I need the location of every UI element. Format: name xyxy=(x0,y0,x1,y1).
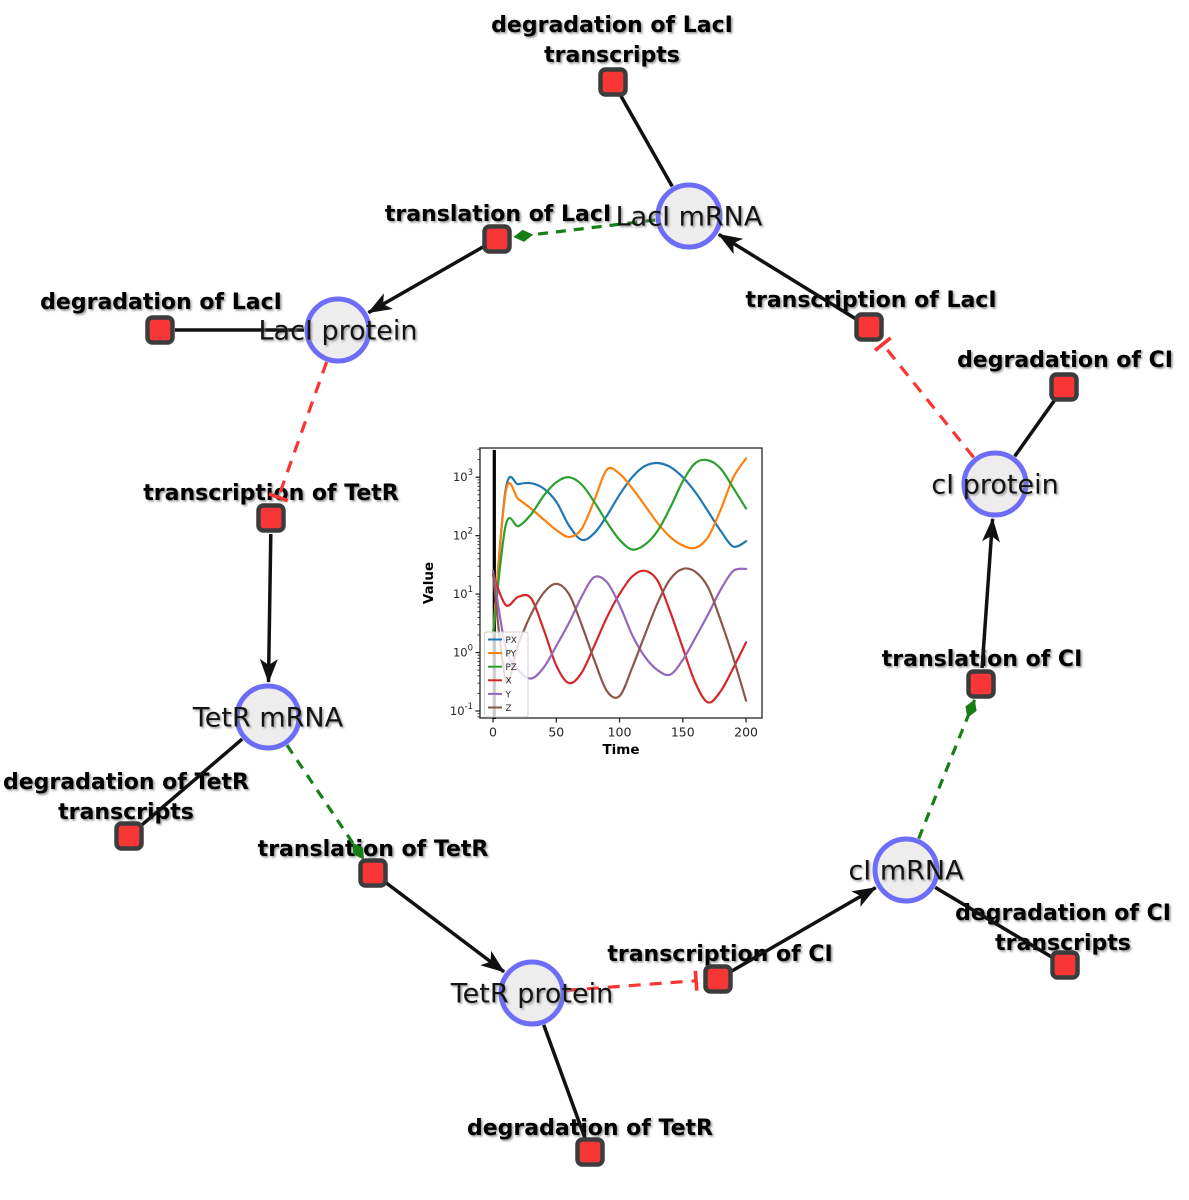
chart-curve-PZ xyxy=(491,458,748,637)
legend-label-PY: PY xyxy=(506,650,517,660)
reaction-label-transcription-tetr: transcription of TetR xyxy=(143,481,399,506)
edge-production-transcription-laci-laci-mrna xyxy=(717,232,857,321)
edge-consumption-laci-mrna-deg-laci-transcripts xyxy=(618,94,674,188)
time-series-inset-chart: 10-1 100 101 102 103 0 50 100 150 200 PX PY PZ XYZ Tim… xyxy=(421,447,763,758)
reaction-node-transcription-tetr xyxy=(256,503,286,533)
reaction-label-deg-ci-transcripts: degradation of CI xyxy=(955,901,1171,926)
edge-production-translation-laci-laci-protein xyxy=(367,245,484,315)
chart-y-tick-label: 101 xyxy=(453,585,473,601)
chart-x-tick-label: 200 xyxy=(734,725,758,740)
edge-inhibition-tetr-protein-transcription-ci xyxy=(565,970,699,992)
chart-curve-PY xyxy=(491,457,748,637)
edge-production-translation-ci-ci-protein xyxy=(980,517,1000,669)
reaction-node-deg-laci xyxy=(145,315,175,345)
edge-consumption-ci-protein-deg-ci xyxy=(1013,398,1057,458)
reaction-node-deg-tetr-transcripts xyxy=(114,821,144,851)
reaction-label-transcription-laci: transcription of LacI xyxy=(745,288,996,313)
chart-x-tick-label: 50 xyxy=(548,725,564,740)
chart-curve-PX xyxy=(491,461,748,637)
legend-label-Y: Y xyxy=(505,690,512,700)
chart-y-axis-label: Value xyxy=(421,562,437,604)
reaction-node-deg-tetr xyxy=(575,1137,605,1167)
edge-inhibition-ci-protein-transcription-laci xyxy=(873,336,975,459)
chart-x-tick-label: 100 xyxy=(608,725,632,740)
species-label-tetr-protein: TetR protein xyxy=(450,979,613,1010)
reaction-node-transcription-ci xyxy=(703,964,733,994)
reaction-node-transcription-laci xyxy=(854,312,884,342)
species-label-laci-mrna: LacI mRNA xyxy=(616,202,763,233)
reaction-label-transcription-ci: transcription of CI xyxy=(607,942,832,967)
reaction-node-translation-laci xyxy=(482,224,512,254)
reaction-label-deg-ci: degradation of CI xyxy=(957,348,1173,373)
species-node-ci-protein xyxy=(961,450,1029,518)
reaction-node-translation-tetr xyxy=(358,858,388,888)
reaction-label-deg-laci-transcripts: degradation of LacI xyxy=(491,13,733,38)
species-label-tetr-mrna: TetR mRNA xyxy=(192,703,344,734)
reaction-label-deg-laci-transcripts: transcripts xyxy=(544,43,680,68)
reaction-node-deg-ci xyxy=(1049,372,1079,402)
reaction-label-deg-tetr-transcripts: degradation of TetR xyxy=(3,770,249,795)
chart-y-tick-label: 103 xyxy=(453,468,473,484)
edges-layer xyxy=(139,94,1057,1139)
chart-y-tick-label: 102 xyxy=(453,527,473,543)
legend-label-PX: PX xyxy=(506,636,517,646)
chart-y-tick-label: 100 xyxy=(453,644,473,660)
chart-curves xyxy=(491,457,748,704)
edge-consumption-ci-mrna-deg-ci-transcripts xyxy=(934,885,1053,959)
species-node-ci-mrna xyxy=(872,836,940,904)
chart-axes-ticks: 10-1 100 101 102 103 0 50 100 150 200 xyxy=(450,448,758,740)
species-node-tetr-protein xyxy=(498,959,566,1027)
reaction-label-translation-tetr: translation of TetR xyxy=(258,837,489,862)
edge-consumption-tetr-protein-deg-tetr xyxy=(542,1024,587,1139)
reaction-label-deg-tetr: degradation of TetR xyxy=(467,1116,713,1141)
species-node-tetr-mrna xyxy=(234,683,302,751)
species-label-laci-protein: LacI protein xyxy=(259,316,418,347)
edge-modifier-tetr-mrna-translation-tetr xyxy=(285,744,365,860)
reaction-label-translation-laci: translation of LacI xyxy=(385,202,611,227)
chart-x-tick-label: 0 xyxy=(489,725,497,740)
edge-inhibition-laci-protein-transcription-tetr xyxy=(268,361,329,503)
legend-label-Z: Z xyxy=(506,704,512,714)
chart-curve-Y xyxy=(491,567,748,680)
chart-x-tick-label: 150 xyxy=(671,725,695,740)
species-node-laci-protein xyxy=(304,296,372,364)
reaction-node-translation-ci xyxy=(966,669,996,699)
reaction-node-deg-laci-transcripts xyxy=(598,67,628,97)
edge-production-translation-tetr-tetr-protein xyxy=(384,881,506,974)
reaction-label-deg-laci: degradation of LacI xyxy=(40,290,282,315)
edge-modifier-ci-mrna-translation-ci xyxy=(917,699,977,840)
reaction-label-deg-tetr-transcripts: transcripts xyxy=(58,800,194,825)
chart-legend: PX PY PZ XYZ xyxy=(484,631,529,718)
edge-consumption-tetr-mrna-deg-tetr-transcripts xyxy=(139,737,244,828)
chart-y-tick-label: 10-1 xyxy=(450,702,473,718)
legend-label-X: X xyxy=(506,677,512,687)
edge-modifier-laci-mrna-translation-laci xyxy=(513,218,656,242)
reaction-node-deg-ci-transcripts xyxy=(1050,950,1080,980)
species-node-laci-mrna xyxy=(655,182,723,250)
chart-curve-Z xyxy=(491,567,748,702)
species-labels-layer: LacI mRNA LacI protein TetR mRNA TetR prote… xyxy=(192,202,1059,1010)
nodes-layer xyxy=(114,67,1080,1167)
species-label-ci-mrna: cI mRNA xyxy=(848,856,964,887)
edge-production-transcription-tetr-tetr-mrna xyxy=(259,533,278,683)
chart-x-axis-label: Time xyxy=(602,742,639,758)
edge-production-transcription-ci-ci-mrna xyxy=(730,886,877,973)
species-label-ci-protein: cI protein xyxy=(931,470,1058,501)
legend-label-PZ: PZ xyxy=(506,663,517,673)
